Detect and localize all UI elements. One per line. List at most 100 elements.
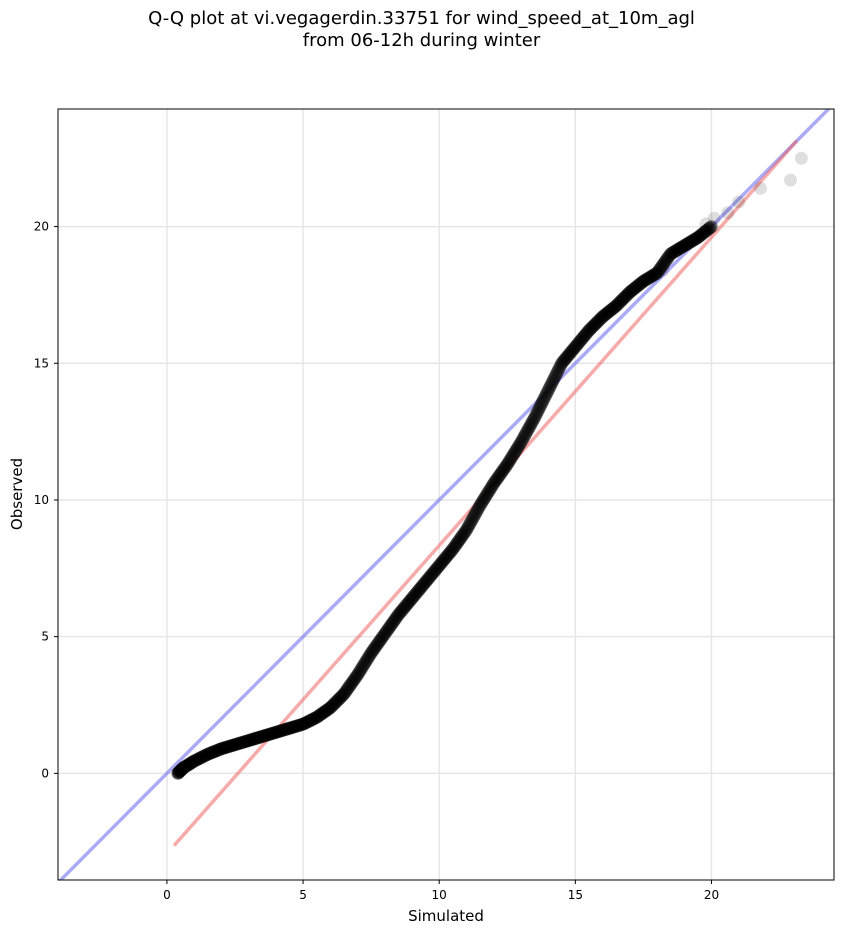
qq-point [513,437,527,451]
qq-point [303,714,317,728]
qq-point [492,468,506,482]
qq-point [486,478,500,492]
qq-point [295,717,309,731]
qq-point [499,459,513,473]
chart-title-line-1: Q-Q plot at vi.vegagerdin.33751 for wind… [148,8,695,29]
qq-point [245,732,259,746]
qq-point [550,366,564,380]
x-axis-label: Simulated [408,907,484,925]
qq-point [206,745,220,759]
qq-point [172,765,186,779]
qq-point [643,270,657,284]
qq-point [508,445,522,459]
qq-point [481,486,495,500]
qq-point [644,270,658,284]
qq-point [632,278,646,292]
qq-point [548,370,562,384]
qq-point [549,368,563,382]
qq-point [314,708,328,722]
qq-point [275,724,289,738]
qq-point [316,706,330,720]
qq-point [521,423,535,437]
qq-point [555,356,569,370]
qq-point [692,230,706,244]
qq-point [624,284,638,298]
y-tick-label: 15 [34,356,49,370]
qq-point [593,313,607,327]
qq-point [204,746,218,760]
qq-point [524,418,538,432]
qq-point [630,280,644,294]
qq-point [417,577,431,591]
qq-point [579,327,593,341]
qq-point [300,715,314,729]
qq-point [615,293,629,307]
qq-point [658,255,672,269]
x-tick-label: 10 [432,888,447,902]
qq-point [531,403,545,417]
qq-point [309,711,323,725]
qq-point [493,467,507,481]
qq-point [635,275,649,289]
qq-point [425,567,439,581]
qq-point [413,582,427,596]
qq-point [463,516,477,530]
qq-point [212,743,226,757]
qq-point [506,448,520,462]
qq-point [578,328,592,342]
qq-point [672,242,686,256]
qq-point [633,277,647,291]
qq-point [509,443,523,457]
qq-point [661,251,675,265]
qq-point [355,660,369,674]
qq-point [527,411,541,425]
qq-point [458,524,472,538]
qq-point [567,341,581,355]
qq-point [650,266,664,280]
qq-point [348,672,362,686]
qq-point [188,754,202,768]
qq-point [334,690,348,704]
qq-point [605,302,619,316]
qq-point [439,550,453,564]
qq-point [405,591,419,605]
qq-point [637,274,651,288]
qq-point [442,547,456,561]
qq-point [700,223,714,237]
qq-point [612,296,626,310]
qq-point [447,541,461,555]
qq-point [421,573,435,587]
qq-point [677,239,691,253]
qq-point [618,290,632,304]
qq-point [172,765,186,779]
qq-point [641,271,655,285]
qq-point [638,273,652,287]
qq-point [589,317,603,331]
fit-line [173,140,798,847]
qq-point [517,430,531,444]
qq-point [457,526,471,540]
qq-point [500,457,514,471]
qq-point-tail [655,263,669,277]
qq-point [391,608,405,622]
qq-point [342,680,356,694]
qq-point [265,727,279,741]
qq-point [316,706,330,720]
x-tick-label: 5 [299,888,307,902]
qq-point [664,247,678,261]
qq-point [383,620,397,634]
qq-point [647,268,661,282]
qq-point [403,594,417,608]
qq-point [175,762,189,776]
qq-point [322,701,336,715]
qq-point-tail [783,173,797,187]
qq-point [668,245,682,259]
qq-point [455,530,469,544]
qq-point [268,726,282,740]
qq-point [360,652,374,666]
qq-point [227,738,241,752]
qq-point [174,763,188,777]
qq-point [332,692,346,706]
qq-point [171,766,185,780]
qq-point [520,425,534,439]
